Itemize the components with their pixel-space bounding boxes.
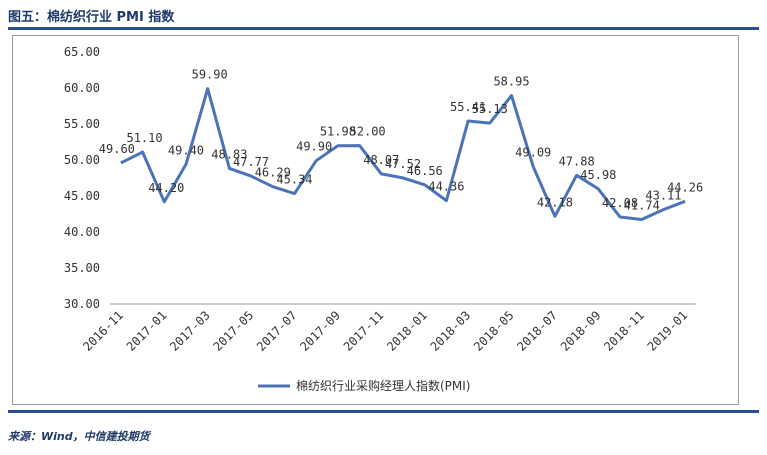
data-label: 46.29 — [255, 166, 291, 180]
top-divider — [8, 27, 759, 30]
chart-title: 图五：棉纺织行业 PMI 指数 — [8, 10, 175, 25]
data-label: 43.11 — [645, 189, 681, 203]
y-tick-label: 40.00 — [64, 225, 100, 239]
y-tick-label: 55.00 — [64, 117, 100, 131]
data-label: 58.95 — [493, 75, 529, 89]
x-tick-label: 2018-07 — [514, 308, 560, 354]
data-label: 51.10 — [126, 131, 162, 145]
bottom-divider — [8, 410, 759, 413]
x-tick-label: 2017-05 — [211, 308, 257, 354]
data-label: 48.07 — [363, 153, 399, 167]
legend: 棉纺织行业采购经理人指数(PMI) — [258, 378, 471, 393]
data-label: 55.13 — [472, 102, 508, 116]
data-label: 47.77 — [233, 155, 269, 169]
data-label: 59.90 — [192, 68, 228, 82]
data-label: 42.18 — [537, 195, 573, 209]
data-label: 47.52 — [385, 157, 421, 171]
data-label: 44.36 — [428, 180, 464, 194]
x-tick-label: 2017-03 — [167, 308, 213, 354]
data-label: 47.88 — [559, 154, 595, 168]
y-tick-label: 30.00 — [64, 297, 100, 311]
y-axis: 30.00 35.00 40.00 45.00 50.00 55.00 60.00 65.00 — [64, 45, 100, 311]
x-tick-label: 2018-09 — [558, 308, 604, 354]
data-label: 49.60 — [99, 142, 135, 156]
x-axis: 2016-112017-012017-032017-052017-072017-… — [80, 308, 690, 354]
x-tick-label: 2018-01 — [384, 308, 430, 354]
data-label: 49.40 — [168, 143, 204, 157]
data-label: 49.90 — [296, 140, 332, 154]
x-tick-label: 2018-05 — [471, 308, 517, 354]
y-tick-label: 35.00 — [64, 261, 100, 275]
x-tick-label: 2018-11 — [601, 308, 647, 354]
data-label: 46.56 — [407, 164, 443, 178]
x-tick-label: 2017-01 — [124, 308, 170, 354]
data-label: 52.00 — [350, 125, 386, 139]
y-tick-label: 45.00 — [64, 189, 100, 203]
y-tick-label: 60.00 — [64, 81, 100, 95]
data-label: 44.20 — [148, 181, 184, 195]
data-label: 49.09 — [515, 146, 551, 160]
legend-label: 棉纺织行业采购经理人指数(PMI) — [296, 378, 471, 393]
x-tick-label: 2019-01 — [645, 308, 691, 354]
data-label: 45.98 — [580, 168, 616, 182]
x-tick-label: 2018-03 — [428, 308, 474, 354]
chart-frame — [12, 35, 739, 405]
x-tick-label: 2016-11 — [80, 308, 126, 354]
data-label: 48.83 — [211, 147, 247, 161]
series-line-pmi — [120, 87, 686, 221]
data-label: 44.26 — [667, 180, 703, 194]
source-note: 来源：Wind，中信建投期货 — [8, 430, 150, 443]
data-label: 41.74 — [624, 198, 660, 212]
y-tick-label: 50.00 — [64, 153, 100, 167]
x-tick-label: 2017-09 — [297, 308, 343, 354]
data-label: 55.41 — [450, 100, 486, 114]
y-tick-label: 65.00 — [64, 45, 100, 59]
x-tick-label: 2017-11 — [341, 308, 387, 354]
data-label: 45.34 — [276, 173, 312, 187]
data-label: 51.98 — [320, 125, 356, 139]
x-tick-label: 2017-07 — [254, 308, 300, 354]
data-label: 42.08 — [602, 196, 638, 210]
